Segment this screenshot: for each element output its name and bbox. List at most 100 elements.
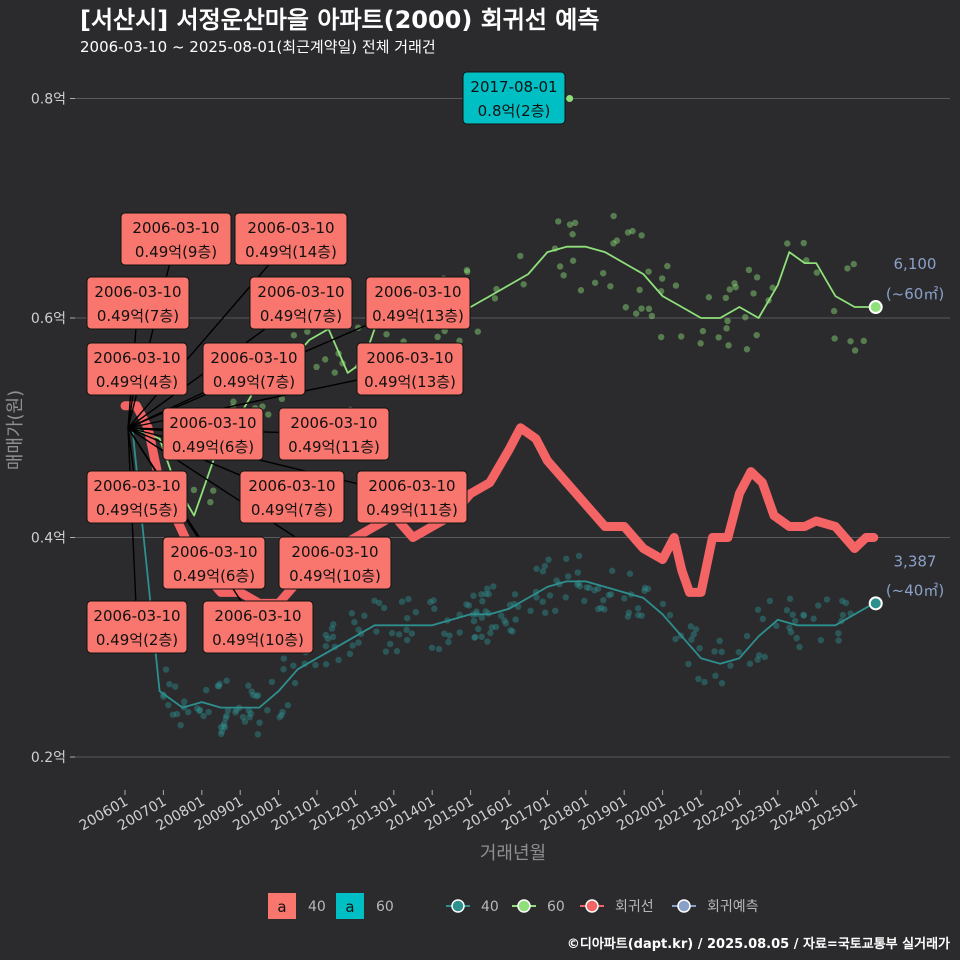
- annot-box-6: [86, 342, 188, 396]
- scatter-dot-246: [844, 265, 851, 272]
- scatter-dot-59: [755, 652, 763, 659]
- scatter-dot-346: [813, 269, 820, 276]
- scatter-dot-119: [435, 645, 443, 653]
- scatter-dot-262: [190, 486, 198, 494]
- scatter-dot-244: [517, 252, 524, 260]
- scatter-dot-69: [166, 680, 173, 688]
- scatter-dot-172: [173, 710, 181, 718]
- scatter-dot-156: [487, 629, 494, 637]
- scatter-dot-56: [279, 708, 286, 716]
- annot-value-12: 0.49억(7층): [251, 501, 333, 519]
- scatter-dot-33: [478, 614, 486, 621]
- scatter-dot-182: [533, 565, 540, 572]
- annot-date-15: 2006-03-10: [291, 543, 378, 561]
- scatter-dot-255: [697, 340, 704, 347]
- annot-date-13: 2006-03-10: [368, 477, 455, 495]
- chart-title: [서산시] 서정운산마을 아파트(2000) 회귀선 예측: [80, 6, 599, 34]
- y-tick-label-1: 0.4억: [31, 531, 66, 547]
- scatter-dot-307: [464, 268, 471, 275]
- scatter-dot-229: [687, 623, 695, 630]
- scatter-dot-30: [835, 630, 842, 637]
- scatter-dot-345: [230, 398, 237, 405]
- scatter-dot-34: [346, 650, 354, 658]
- scatter-dot-305: [304, 328, 311, 335]
- scatter-dot-40: [552, 607, 559, 614]
- annot-box-3: [86, 276, 190, 330]
- scatter-dot-177: [641, 584, 649, 592]
- scatter-dot-247: [322, 356, 329, 363]
- scatter-dot-219: [224, 707, 232, 714]
- scatter-dot-253: [383, 331, 390, 338]
- scatter-dot-127: [430, 597, 437, 604]
- annot-value-5: 0.49억(13층): [372, 307, 464, 325]
- scatter-dot-80: [533, 594, 540, 601]
- scatter-dot-222: [162, 666, 170, 673]
- scatter-dot-342: [560, 272, 567, 279]
- scatter-dot-48: [482, 590, 489, 598]
- legend-line-label-2: 회귀선: [615, 899, 654, 915]
- scatter-dot-217: [564, 573, 572, 580]
- scatter-dot-29: [641, 587, 648, 594]
- scatter-dot-23: [492, 623, 500, 631]
- scatter-dot-25: [696, 645, 703, 652]
- scatter-dot-89: [608, 567, 616, 575]
- annot-box-8: [356, 342, 464, 396]
- scatter-dot-106: [375, 599, 383, 607]
- scatter-dot-11: [823, 596, 831, 603]
- scatter-dot-101: [382, 648, 390, 655]
- scatter-dot-281: [207, 498, 214, 506]
- legend-line-label-1: 60: [547, 899, 565, 915]
- annot-box-0: [462, 71, 566, 125]
- scatter-dot-41: [388, 629, 396, 637]
- scatter-dot-57: [217, 730, 225, 738]
- y-axis-ticks: 0.2억 0.4억 0.6억 0.8억: [31, 92, 75, 766]
- scatter-dot-1: [241, 718, 249, 725]
- scatter-dot-287: [800, 239, 807, 247]
- scatter-dot-190: [789, 611, 796, 618]
- scatter-dot-323: [278, 395, 286, 403]
- scatter-dot-159: [562, 594, 569, 601]
- scatter-dot-144: [591, 587, 598, 594]
- scatter-dot-157: [501, 617, 508, 624]
- scatter-dot-155: [541, 609, 549, 616]
- end-price-0: 6,100: [894, 255, 937, 273]
- scatter-dot-4: [576, 583, 584, 590]
- scatter-dot-343: [753, 331, 760, 339]
- scatter-dot-103: [185, 708, 192, 716]
- scatter-dot-37: [766, 597, 774, 605]
- annot-value-13: 0.49억(11층): [366, 501, 458, 519]
- scatter-dot-15: [634, 605, 642, 612]
- scatter-dot-201: [695, 675, 702, 683]
- scatter-dot-264: [491, 295, 499, 302]
- scatter-dot-187: [232, 709, 239, 716]
- scatter-dot-209: [701, 678, 708, 686]
- scatter-dot-193: [712, 672, 719, 679]
- annot-value-14: 0.49억(6층): [173, 567, 255, 585]
- scatter-dot-147: [692, 626, 700, 633]
- legend-marker-1: [517, 899, 531, 913]
- scatter-dot-137: [253, 692, 260, 700]
- scatter-dot-134: [810, 615, 817, 622]
- scatter-dot-289: [672, 282, 680, 289]
- scatter-dot-107: [583, 584, 590, 591]
- scatter-dot-74: [214, 682, 222, 690]
- scatter-dot-38: [815, 602, 822, 609]
- scatter-dot-276: [753, 274, 761, 281]
- scatter-dot-133: [386, 640, 394, 648]
- scatter-dot-347: [742, 313, 749, 321]
- scatter-dot-5: [361, 612, 368, 619]
- scatter-dot-198: [711, 648, 718, 655]
- scatter-dot-138: [839, 611, 847, 619]
- scatter-dot-136: [355, 626, 362, 633]
- scatter-dot-22: [328, 625, 336, 632]
- scatter-dot-230: [622, 304, 629, 311]
- scatter-dot-118: [446, 632, 453, 639]
- scatter-dot-170: [759, 615, 767, 623]
- scatter-dot-225: [329, 633, 337, 641]
- scatter-dot-250: [434, 333, 441, 341]
- scatter-dot-184: [217, 723, 225, 731]
- scatter-dot-115: [203, 686, 210, 694]
- scatter-dot-84: [484, 585, 491, 592]
- scatter-dot-45: [165, 701, 172, 709]
- legend-fill-glyph-1: a: [345, 898, 354, 916]
